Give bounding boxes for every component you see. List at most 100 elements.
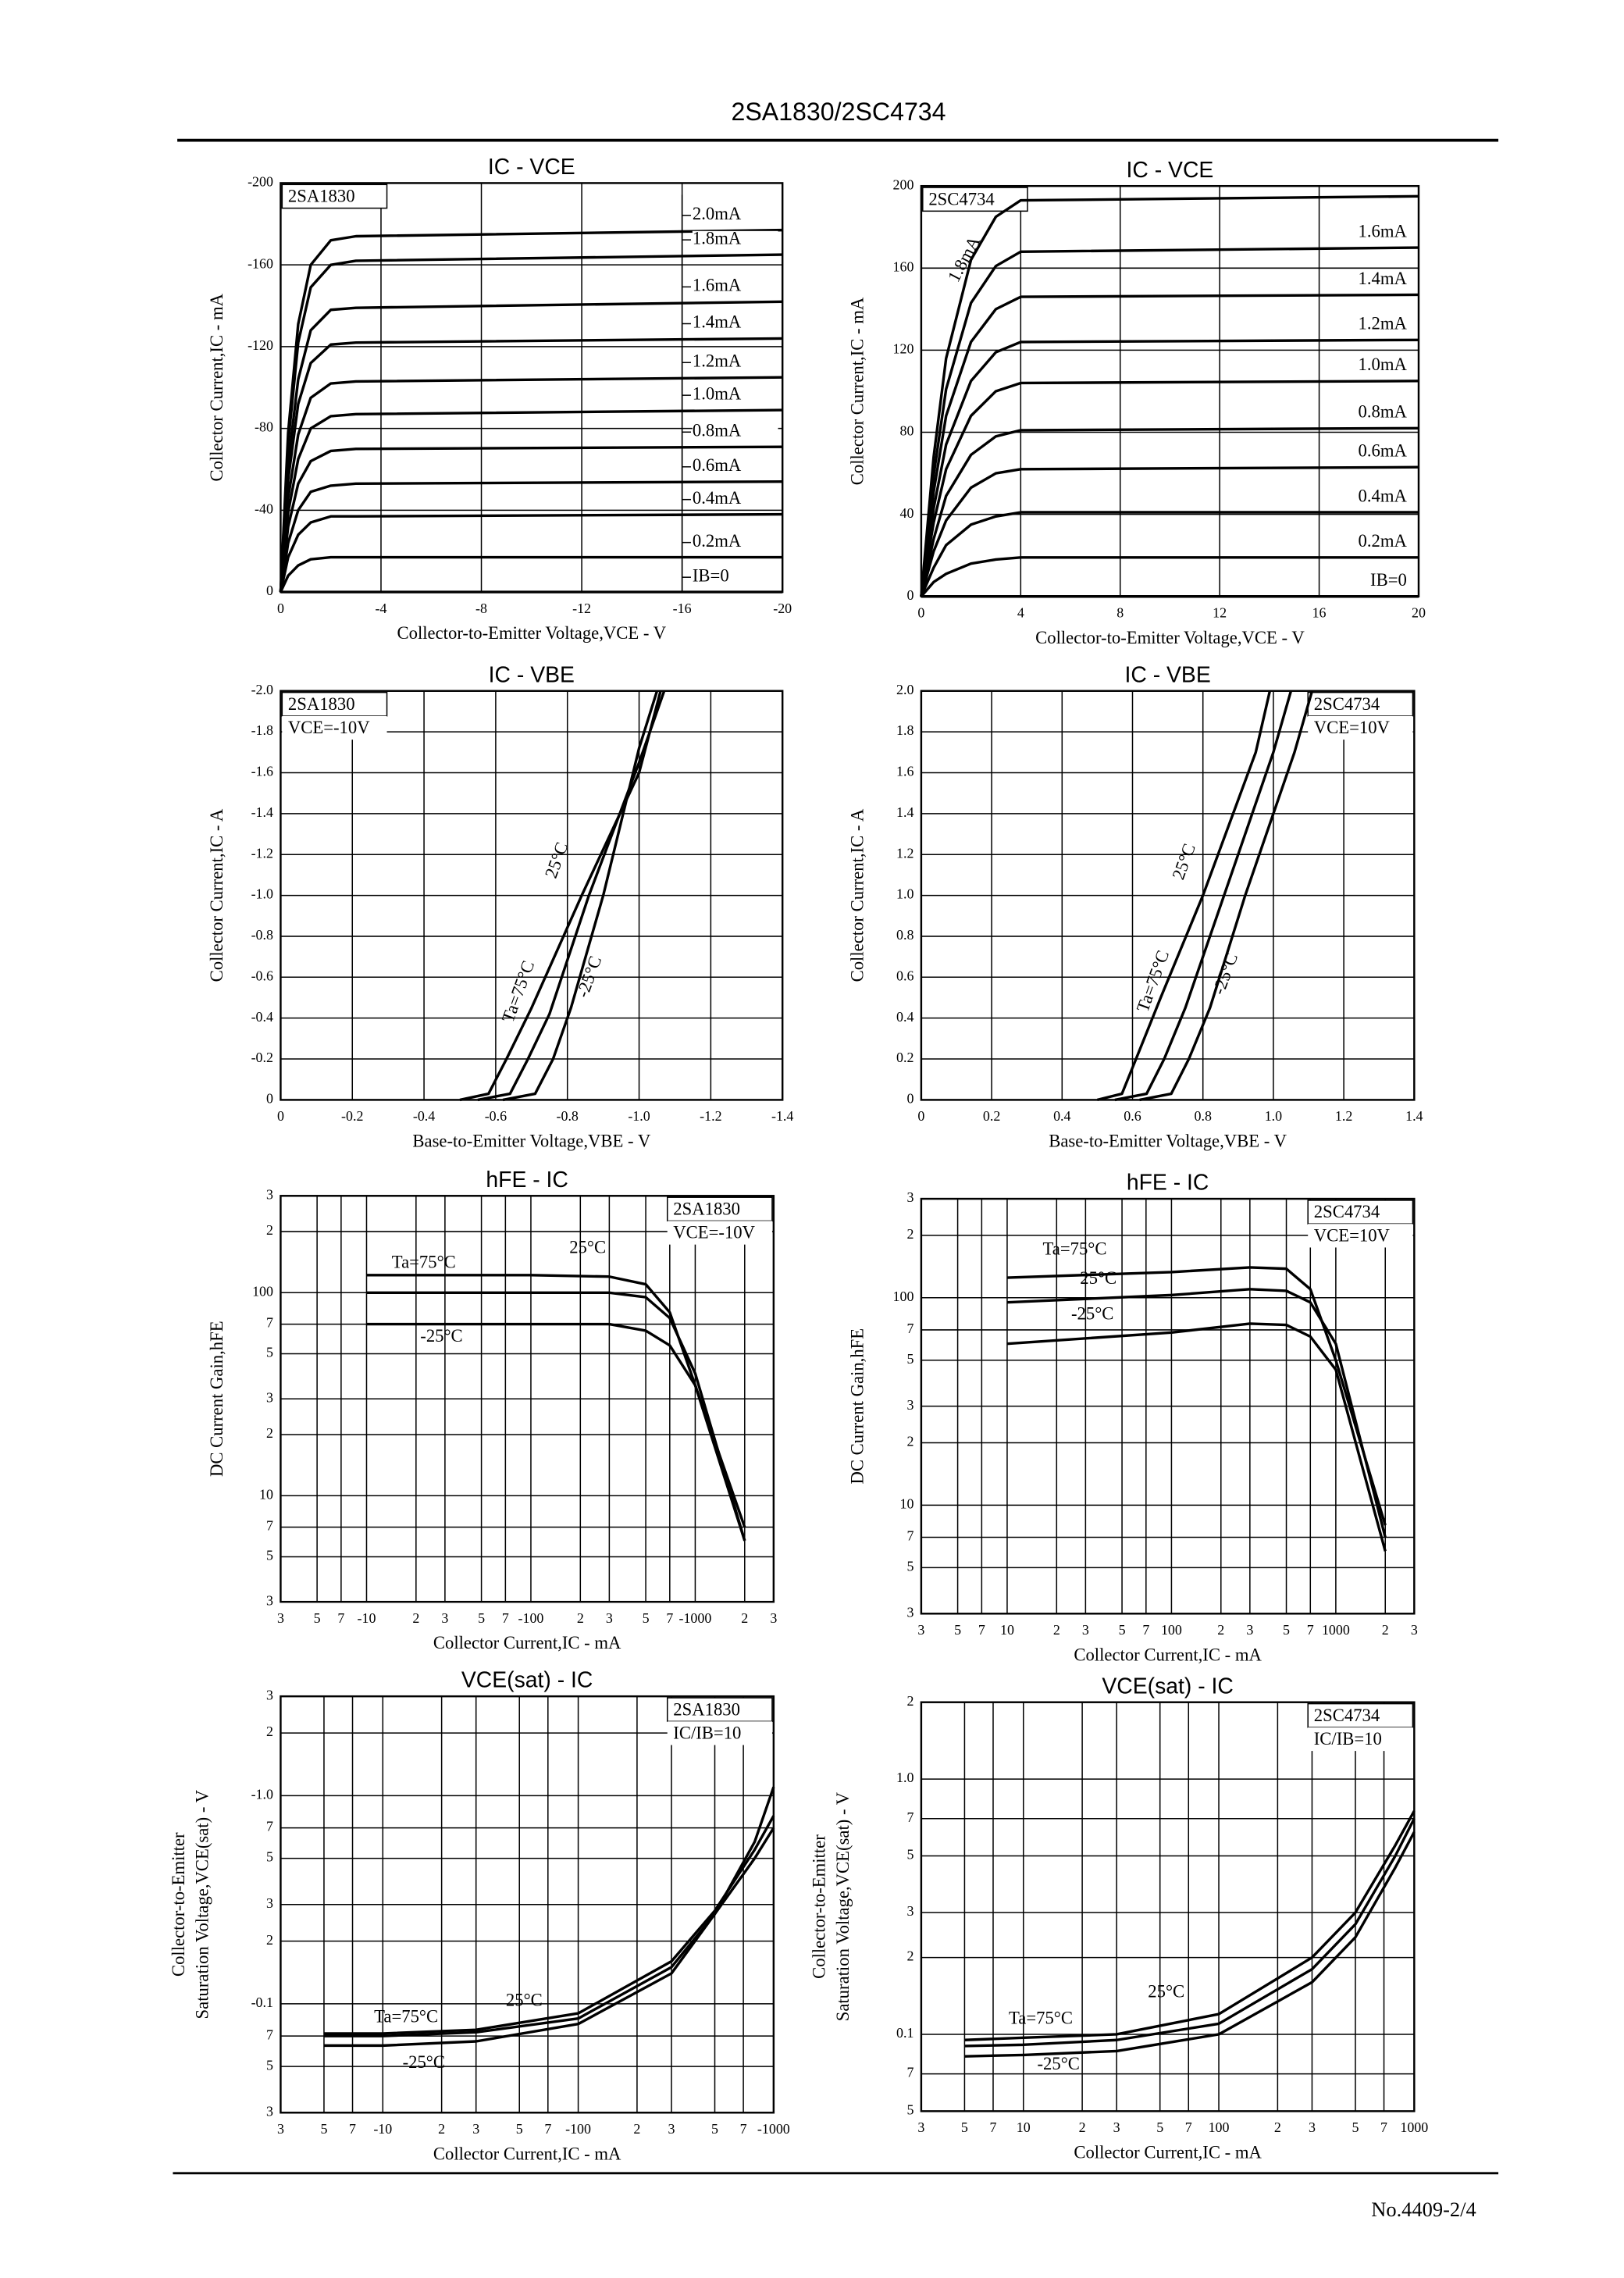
x-tick-label: 1.2: [1335, 1108, 1352, 1124]
y-tick-label: 2: [906, 1434, 914, 1449]
x-tick-label: 5: [961, 2119, 968, 2135]
x-tick-label: 5: [643, 1610, 650, 1626]
y-tick-label: 120: [893, 341, 914, 357]
x-axis-label: Collector Current,IC - mA: [1074, 1645, 1262, 1664]
y-tick-label: -200: [248, 174, 273, 190]
x-tick-label: 10: [1017, 2119, 1031, 2135]
condition-box: [1308, 1224, 1413, 1248]
curve: [279, 253, 783, 593]
x-tick-label: -10: [358, 1610, 376, 1626]
curve: [964, 1817, 1416, 2048]
y-tick-label: 7: [266, 2027, 273, 2042]
x-axis-label: Collector Current,IC - mA: [433, 2144, 621, 2163]
y-tick-label: 3: [266, 1592, 273, 1608]
y-tick-label: 3: [266, 1687, 273, 1702]
x-tick-label: 4: [1017, 605, 1024, 621]
curve: [920, 556, 1419, 597]
plot-frame: [280, 1695, 775, 2114]
curve: [279, 337, 783, 593]
x-tick-label: 7: [544, 2121, 551, 2137]
x-tick-label: -12: [572, 601, 591, 616]
x-tick-label: 1.4: [1405, 1108, 1423, 1124]
label-backdrop: [692, 490, 778, 509]
x-tick-label: 3: [472, 2121, 479, 2137]
label-backdrop: [1327, 316, 1413, 334]
curve-label: 0.8mA: [1359, 402, 1408, 422]
curve-label: -25°C: [420, 1326, 462, 1346]
x-tick-label: -1.2: [700, 1108, 721, 1124]
x-tick-label: 7: [1185, 2119, 1192, 2135]
curve: [323, 1827, 775, 2048]
x-tick-label: 7: [1380, 2119, 1387, 2135]
curve-label: 25°C: [1080, 1268, 1116, 1288]
curve-label: 1.4mA: [1359, 269, 1408, 288]
plot-frame: [920, 1701, 1416, 2112]
condition-label: VCE=10V: [1314, 1225, 1391, 1245]
chart-title: VCE(sat) - IC: [1102, 1674, 1234, 1699]
y-tick-label: 0.6: [896, 968, 914, 983]
curve-label: 1.2mA: [1359, 314, 1408, 333]
y-tick-label: 7: [266, 1518, 273, 1534]
curve: [920, 380, 1419, 597]
curve: [920, 293, 1419, 597]
y-tick-label: 5: [906, 1351, 914, 1367]
curve-label: 0.8mA: [693, 420, 742, 440]
curve: [1114, 690, 1293, 1102]
chart-title: IC - VBE: [489, 662, 575, 687]
x-tick-label: 0: [277, 1108, 284, 1124]
x-tick-label: 0.2: [983, 1108, 1000, 1124]
curve: [323, 1786, 775, 2037]
x-axis-label: Collector Current,IC - mA: [1074, 2142, 1262, 2162]
x-tick-label: 5: [516, 2121, 523, 2137]
chart-title: IC - VCE: [1127, 158, 1214, 183]
x-tick-label: 7: [349, 2121, 356, 2137]
x-tick-label: 3: [1113, 2119, 1120, 2135]
curve: [964, 1810, 1416, 2041]
x-tick-label: 100: [1209, 2119, 1230, 2135]
x-tick-label: 5: [314, 1610, 321, 1626]
x-tick-label: -1000: [757, 2121, 790, 2137]
curve: [964, 1831, 1416, 2058]
y-tick-label: 7: [906, 1528, 914, 1544]
x-tick-label: 0.8: [1194, 1108, 1211, 1124]
device-box: [281, 184, 388, 209]
curve: [920, 465, 1419, 597]
y-tick-label: 1.2: [896, 845, 914, 861]
device-label: 2SA1830: [288, 694, 355, 714]
x-tick-label: 7: [990, 2119, 997, 2135]
x-tick-label: 20: [1412, 605, 1426, 621]
y-tick-label: -1.8: [251, 722, 273, 738]
y-tick-label: 40: [900, 505, 914, 521]
curve: [1006, 1322, 1387, 1552]
plot-frame: [280, 1195, 775, 1603]
curve: [366, 1291, 746, 1542]
y-tick-label: -1.4: [251, 804, 273, 820]
y-tick-label: 7: [266, 1315, 273, 1331]
y-tick-label: 1.6: [896, 764, 914, 779]
y-tick-label: 160: [893, 258, 914, 274]
x-axis-label: Base-to-Emitter Voltage,VBE - V: [1049, 1131, 1287, 1150]
device-box: [281, 691, 388, 717]
x-tick-label: 2: [633, 2121, 640, 2137]
y-tick-label: -0.1: [251, 1995, 273, 2010]
label-backdrop: [692, 206, 778, 225]
curve-label: 0.2mA: [1359, 531, 1408, 551]
curve-label: 0.6mA: [1359, 441, 1408, 461]
y-axis-label: Collector-to-Emitter: [810, 1834, 829, 1979]
x-tick-label: -4: [376, 601, 387, 616]
y-tick-label: -160: [248, 255, 273, 271]
x-tick-label: 2: [1079, 2119, 1086, 2135]
label-backdrop: [692, 386, 778, 405]
curve: [279, 376, 783, 593]
x-tick-label: 2: [438, 2121, 445, 2137]
y-tick-label: 0: [906, 587, 914, 603]
device-box: [1307, 1702, 1414, 1728]
x-tick-label: 7: [666, 1610, 673, 1626]
curve-label: 0.4mA: [693, 488, 742, 508]
y-axis-label: DC Current Gain,hFE: [207, 1321, 226, 1477]
curve-label: 1.8mA: [693, 228, 742, 248]
page-number: No.4409-2/4: [1371, 2198, 1476, 2221]
y-tick-label: -1.0: [251, 1786, 273, 1802]
